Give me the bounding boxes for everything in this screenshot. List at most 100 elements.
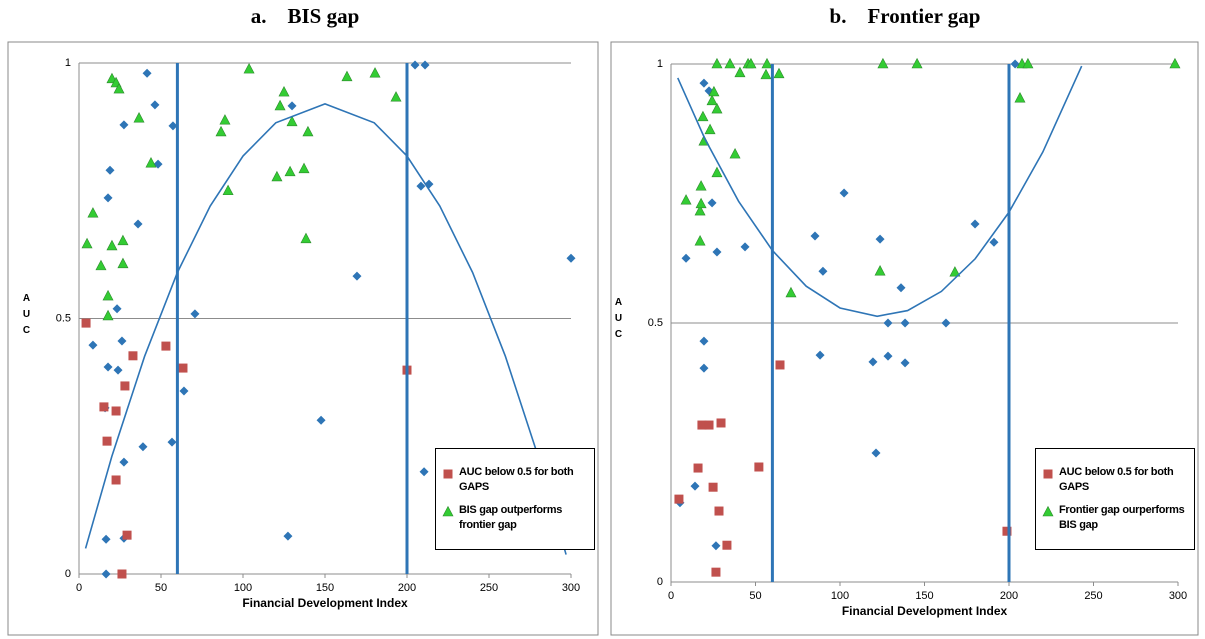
square-marker: [714, 506, 724, 516]
triangle-marker: [95, 259, 107, 271]
diamond-marker: [112, 304, 122, 314]
triangle-marker: [729, 147, 741, 159]
triangle-marker: [1014, 92, 1026, 103]
legend-marker: [443, 469, 453, 479]
triangle-marker: [785, 286, 797, 298]
triangle-marker: [1042, 506, 1054, 517]
x-tick-label: 150: [915, 590, 933, 602]
legend-label: AUC below 0.5 for both GAPS: [1059, 466, 1174, 493]
y-tick-label: 1: [65, 57, 71, 69]
diamond-marker: [101, 534, 111, 544]
square-marker: [697, 420, 707, 430]
x-tick-label: 50: [749, 590, 761, 602]
square-marker: [81, 318, 91, 328]
triangle-marker: [278, 85, 290, 97]
square-marker: [99, 402, 109, 412]
triangle-marker: [298, 162, 310, 174]
triangle-marker: [761, 57, 773, 69]
square-marker: [1002, 526, 1012, 536]
legend-marker: [442, 506, 454, 517]
x-tick-label: 50: [155, 582, 167, 594]
diamond-marker: [896, 283, 906, 293]
square-marker: [443, 469, 453, 479]
x-tick-label: 250: [1084, 590, 1102, 602]
triangle-marker: [113, 82, 125, 94]
triangle-marker: [877, 57, 889, 69]
diamond-marker: [839, 188, 849, 198]
diamond-marker: [875, 234, 885, 244]
triangle-marker: [711, 57, 723, 69]
triangle-marker: [102, 289, 114, 301]
square-marker: [674, 494, 684, 504]
chart-title: a. BIS gap: [251, 4, 360, 28]
triangle-marker: [300, 232, 312, 244]
triangle-marker: [697, 110, 709, 122]
square-marker: [178, 363, 188, 373]
y-axis-label: AUC: [614, 297, 623, 340]
legend-item: BIS gap outperforms frontier gap: [442, 503, 588, 533]
triangle-marker: [760, 68, 772, 80]
legend-item: AUC below 0.5 for both GAPS: [1042, 465, 1188, 495]
panel-border: [610, 41, 1199, 636]
diamond-marker: [416, 181, 426, 191]
diamond-marker: [690, 481, 700, 491]
x-axis-label: Financial Development Index: [242, 596, 408, 610]
triangle-marker: [745, 57, 757, 69]
diamond-marker: [707, 198, 717, 208]
triangle-marker: [708, 85, 720, 97]
diamond-marker: [117, 336, 127, 346]
triangle-marker: [102, 309, 114, 321]
x-tick-label: 250: [480, 582, 498, 594]
diamond-marker: [410, 60, 420, 70]
triangle-marker: [706, 94, 718, 106]
diamond-marker: [119, 457, 129, 467]
diamond-marker: [1010, 59, 1020, 69]
square-marker: [161, 341, 171, 351]
triangle-marker: [219, 114, 231, 125]
diamond-marker: [113, 365, 123, 375]
y-tick-label: 1: [657, 58, 663, 70]
diamond-marker: [190, 309, 200, 319]
x-tick-label: 100: [234, 582, 252, 594]
square-marker: [102, 436, 112, 446]
triangle-marker: [243, 62, 255, 74]
diamond-marker: [419, 467, 429, 477]
y-tick-label: 0: [657, 576, 663, 588]
legend-label: BIS gap outperforms frontier gap: [459, 504, 563, 531]
diamond-marker: [900, 358, 910, 368]
triangle-marker: [271, 170, 283, 182]
triangle-marker: [274, 99, 286, 111]
diamond-marker: [989, 237, 999, 247]
square-marker: [1043, 469, 1053, 479]
square-marker: [722, 540, 732, 550]
diamond-marker: [941, 318, 951, 328]
triangle-marker: [711, 166, 723, 178]
triangle-marker: [734, 66, 746, 78]
diamond-marker: [818, 266, 828, 276]
triangle-marker: [222, 184, 234, 196]
diamond-marker: [316, 415, 326, 425]
triangle-marker: [117, 234, 129, 246]
legend: AUC below 0.5 for both GAPS Frontier gap …: [1035, 448, 1195, 550]
diamond-marker: [566, 253, 576, 263]
trend-line: [84, 103, 567, 555]
triangle-marker: [81, 237, 93, 249]
diamond-marker: [142, 68, 152, 78]
square-marker: [708, 482, 718, 492]
y-axis-label: AUC: [22, 292, 31, 336]
legend-item: AUC below 0.5 for both GAPS: [442, 465, 588, 495]
diamond-marker: [900, 318, 910, 328]
diamond-marker: [883, 351, 893, 361]
diamond-marker: [105, 165, 115, 175]
diamond-marker: [712, 247, 722, 257]
triangle-marker: [286, 115, 298, 127]
triangle-marker: [1022, 57, 1034, 69]
diamond-marker: [138, 442, 148, 452]
diamond-marker: [103, 193, 113, 203]
legend-item: Frontier gap ourperforms BIS gap: [1042, 503, 1188, 533]
diamond-marker: [420, 60, 430, 70]
square-marker: [754, 462, 764, 472]
triangle-marker: [284, 165, 296, 177]
triangle-marker: [390, 91, 402, 102]
square-marker: [111, 406, 121, 416]
